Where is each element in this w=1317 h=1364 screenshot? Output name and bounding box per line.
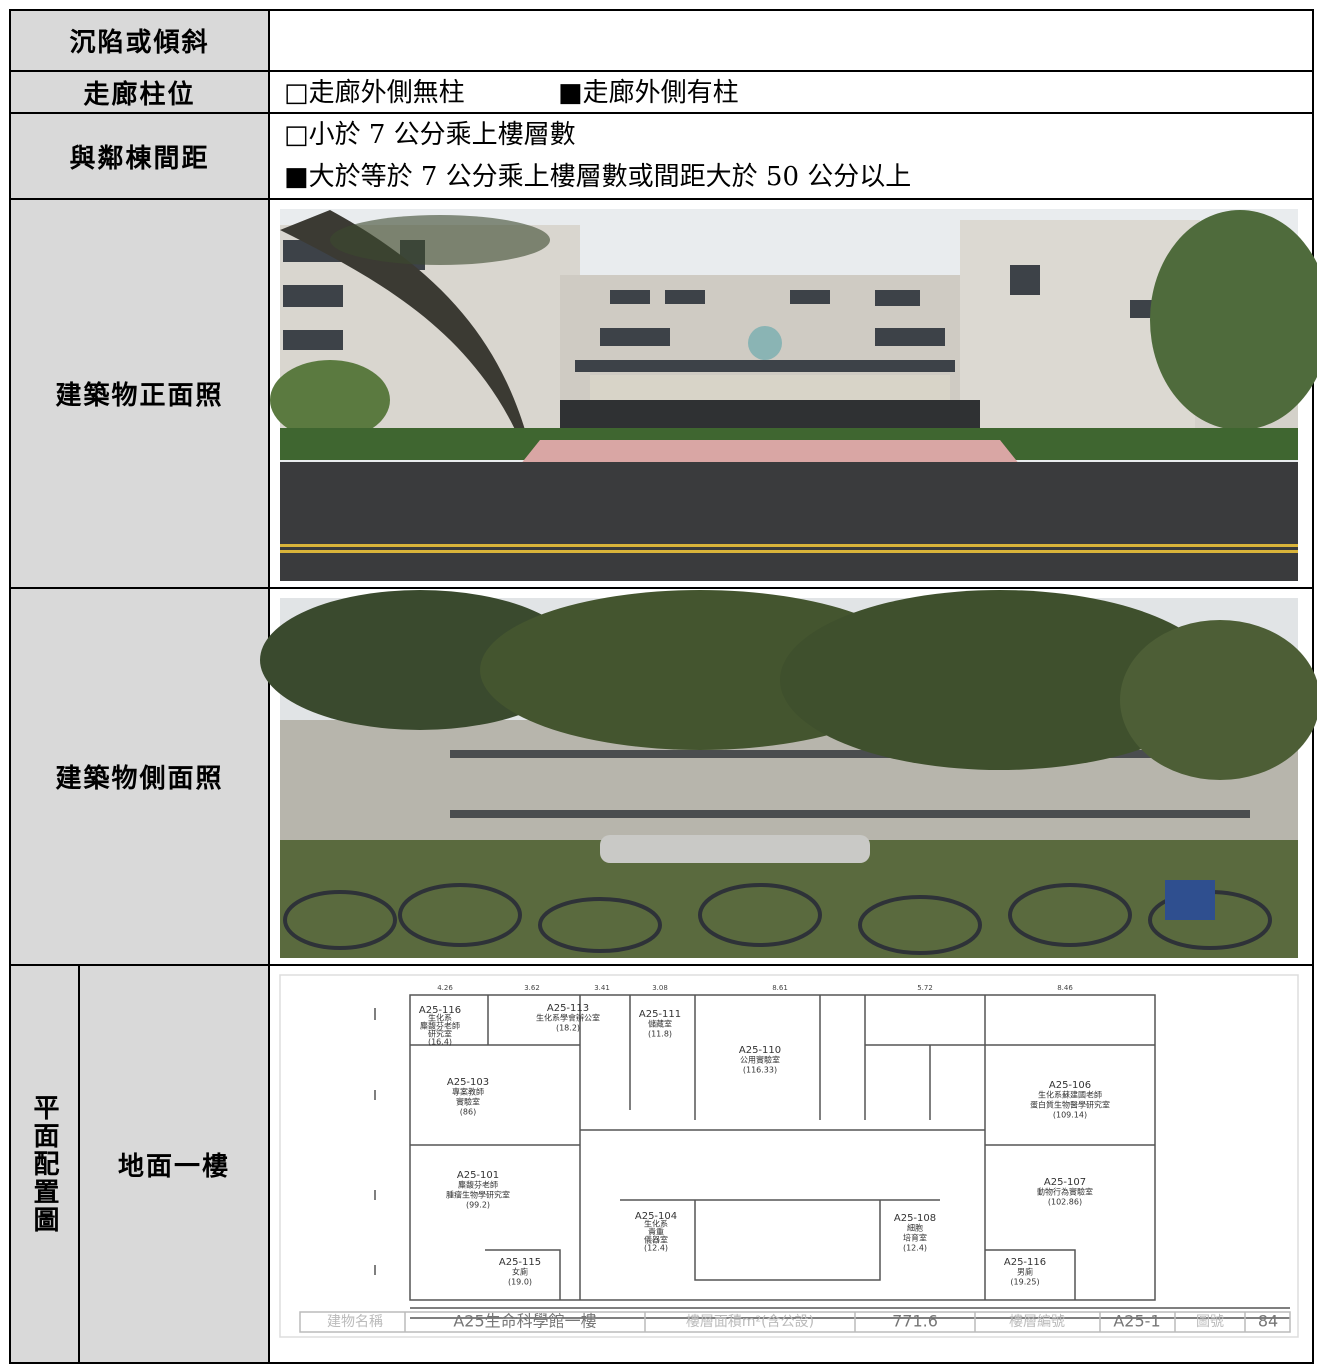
room-label: 專案教師: [452, 1087, 484, 1097]
room-label: A25-107: [1044, 1177, 1086, 1188]
room-label: 男廁: [1017, 1267, 1033, 1277]
room-label: A25-115: [499, 1257, 541, 1268]
room-label: 生化系蘇建國老師: [1038, 1090, 1102, 1100]
dimension: 5.72: [917, 984, 933, 992]
room-label: (99.2): [466, 1201, 490, 1210]
room-label: 公用實驗室: [740, 1055, 780, 1065]
room-label: A25-103: [447, 1077, 489, 1088]
row-label: 沉陷或傾斜: [9, 9, 270, 72]
row-label: 平面配置圖: [9, 964, 80, 1364]
room-label: (16.4): [428, 1038, 452, 1047]
room-label: (12.4): [903, 1244, 927, 1253]
cell: □小於 7 公分乘上樓層數 ■大於等於 7 公分乘上樓層數或間距大於 50 公分…: [268, 112, 1314, 200]
room-label: (102.86): [1048, 1198, 1082, 1207]
room-label: 腫瘤生物學研究室: [446, 1190, 510, 1200]
room-label: A25-110: [739, 1045, 781, 1056]
title-block: A25-1: [1113, 1312, 1160, 1331]
room-label: 培育室: [903, 1233, 927, 1243]
room-label: 儲藏室: [648, 1019, 672, 1029]
row-label: 與鄰棟間距: [9, 112, 270, 200]
dimension: 3.41: [594, 984, 610, 992]
dimension: 8.61: [772, 984, 788, 992]
room-label: A25-116: [419, 1005, 461, 1016]
room-label: (19.0): [508, 1278, 532, 1287]
room-label: (18.2): [556, 1024, 580, 1033]
title-block: 建物名稱: [327, 1314, 383, 1330]
room-label: A25-108: [894, 1213, 936, 1224]
room-label: A25-113: [547, 1003, 589, 1014]
room-label: 生化系: [644, 1219, 668, 1229]
front-photo: [270, 209, 1317, 581]
option: ■走廊外側有柱: [558, 78, 739, 108]
room-label: 麋馥芬老師: [458, 1180, 498, 1190]
title-block: 圖號: [1196, 1314, 1224, 1330]
dimension: 4.26: [437, 984, 453, 992]
title-block: A25生命科學館一樓: [453, 1312, 596, 1331]
room-label: 研究室: [428, 1029, 452, 1039]
room-label: A25-106: [1049, 1080, 1091, 1091]
room-label: 實驗室: [456, 1097, 480, 1107]
dimension: 3.62: [524, 984, 540, 992]
room-label: A25-101: [457, 1170, 499, 1181]
room-label: A25-104: [635, 1211, 677, 1222]
title-block: 771.6: [892, 1312, 938, 1331]
room-label: (11.8): [648, 1030, 672, 1039]
room-label: (116.33): [743, 1066, 777, 1075]
room-label: 蛋白質生物醫學研究室: [1030, 1100, 1110, 1110]
title-block: 84: [1258, 1312, 1278, 1331]
room-label: 細胞: [907, 1223, 923, 1233]
dimension: 3.08: [652, 984, 668, 992]
room-label: 生化系學會辦公室: [536, 1013, 600, 1023]
floor-plan: [279, 974, 1299, 1338]
room-label: 女廁: [512, 1267, 528, 1277]
option: □小於 7 公分乘上樓層數: [284, 120, 576, 150]
room-label: (12.4): [644, 1244, 668, 1253]
title-block: 樓層面積m²(含公設): [686, 1314, 814, 1330]
room-label: (19.25): [1010, 1278, 1039, 1287]
room-label: 貴重: [648, 1227, 664, 1237]
room-label: 生化系: [428, 1013, 452, 1023]
row-sublabel: 地面一樓: [78, 964, 270, 1364]
title-block: 樓層編號: [1009, 1314, 1065, 1330]
room-label: A25-111: [639, 1009, 681, 1020]
room-label: 儀器室: [644, 1235, 668, 1245]
side-photo: [260, 590, 1317, 958]
option: ■大於等於 7 公分乘上樓層數或間距大於 50 公分以上: [284, 162, 912, 192]
room-label: (109.14): [1053, 1111, 1087, 1120]
room-label: A25-116: [1004, 1257, 1046, 1268]
room-label: 動物行為實驗室: [1037, 1187, 1093, 1197]
room-label: 麋馥芬老師: [420, 1021, 460, 1031]
dimension: 8.46: [1057, 984, 1073, 992]
row-label: 建築物正面照: [9, 198, 270, 589]
option: □走廊外側無柱: [284, 78, 465, 108]
room-label: (86): [460, 1108, 476, 1117]
